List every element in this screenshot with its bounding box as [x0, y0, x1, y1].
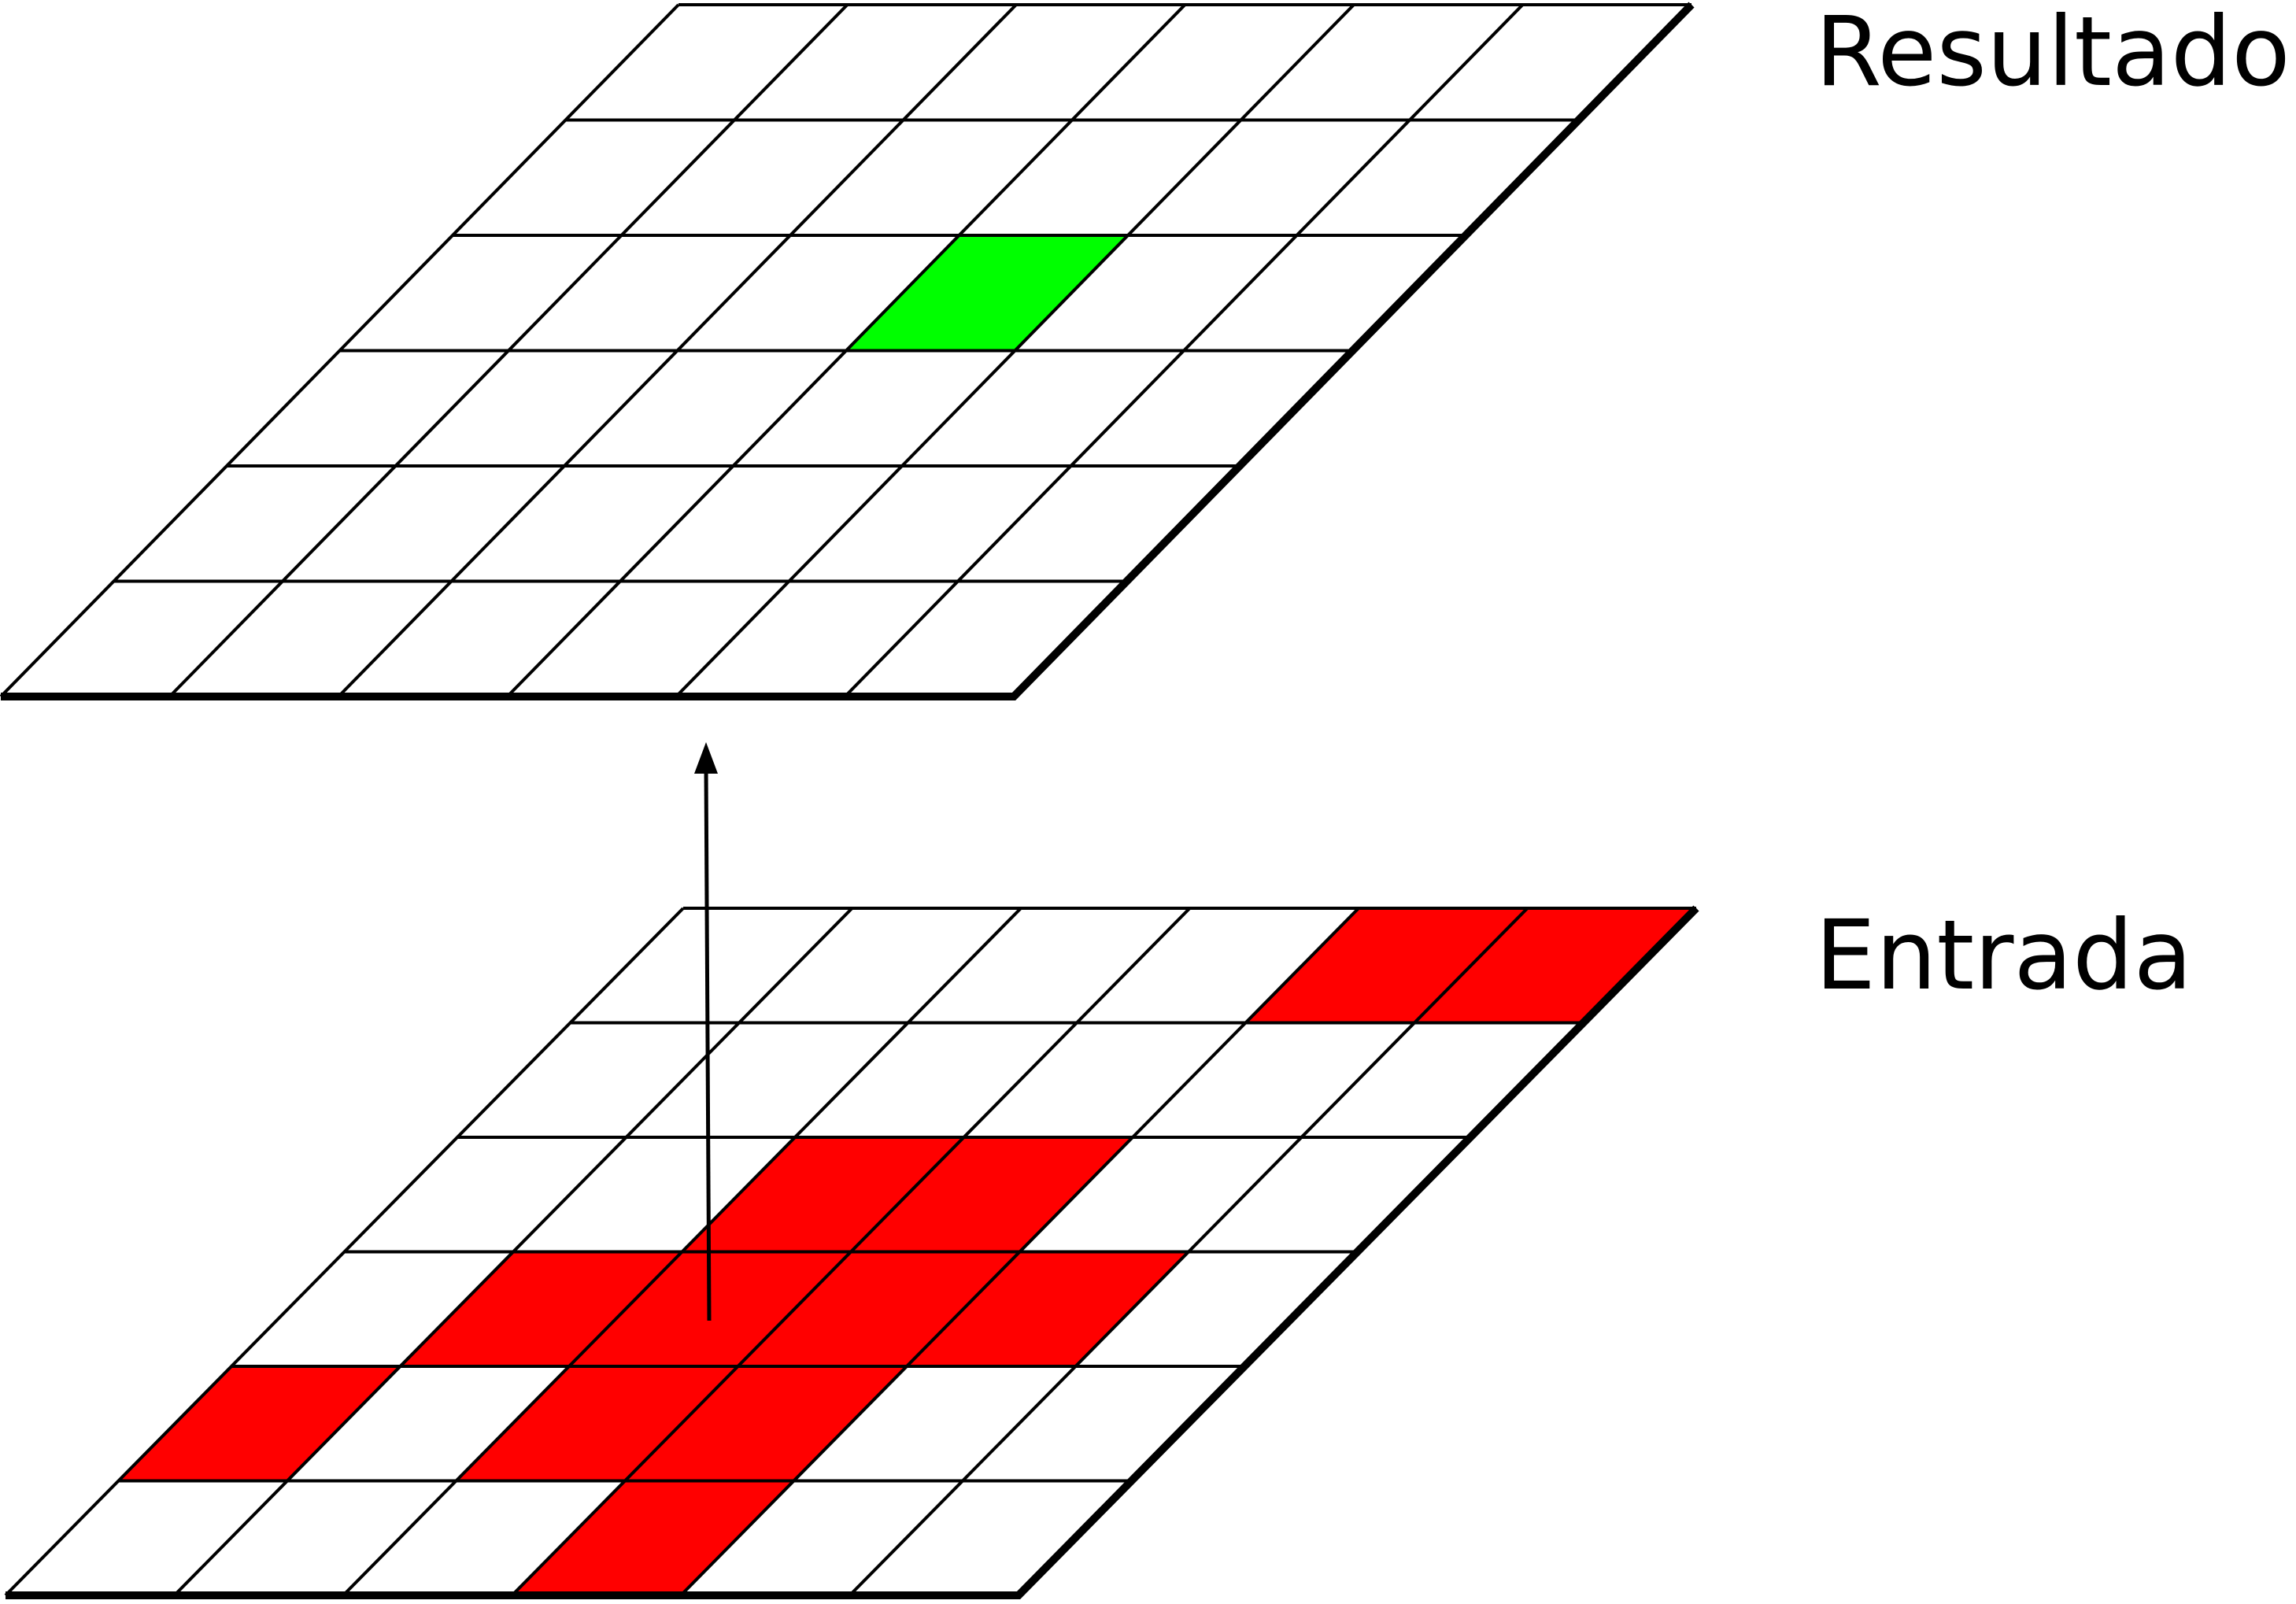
- input-column-line: [173, 907, 853, 1597]
- input-highlighted-cell: [1245, 908, 1528, 1023]
- input-label: Entrada: [1815, 900, 2192, 1011]
- input-column-line: [849, 907, 1529, 1597]
- result-column-line: [168, 3, 849, 698]
- input-highlighted-cell: [738, 1251, 1020, 1366]
- arrow-input-to-result: [694, 742, 718, 1321]
- input-highlighted-cell: [625, 1366, 907, 1481]
- input-highlighted-cell: [456, 1366, 738, 1481]
- input-highlighted-cell: [851, 1137, 1133, 1252]
- result-edge: [1, 2, 1695, 700]
- result-column-line: [675, 3, 1355, 698]
- result-column-line: [337, 3, 1018, 698]
- result-label: Resultado: [1815, 0, 2290, 108]
- result-column-line: [0, 3, 680, 698]
- input-highlighted-cell: [512, 1480, 794, 1595]
- result-grid: [0, 2, 1695, 700]
- input-column-line: [511, 907, 1191, 1597]
- input-edge: [6, 905, 1699, 1599]
- input-highlighted-cell: [400, 1251, 682, 1366]
- result-column-line: [506, 3, 1186, 698]
- input-highlighted-cell: [118, 1366, 401, 1481]
- result-column-line: [844, 3, 1524, 698]
- result-highlighted-cell: [846, 235, 1128, 351]
- input-column-line: [4, 907, 685, 1597]
- input-highlighted-cell: [682, 1137, 964, 1252]
- input-highlighted-cell: [907, 1251, 1189, 1366]
- input-column-line: [342, 907, 1022, 1597]
- input-column-line: [679, 907, 1360, 1597]
- input-highlighted-cell: [1414, 908, 1696, 1023]
- input-grid: [4, 905, 1699, 1599]
